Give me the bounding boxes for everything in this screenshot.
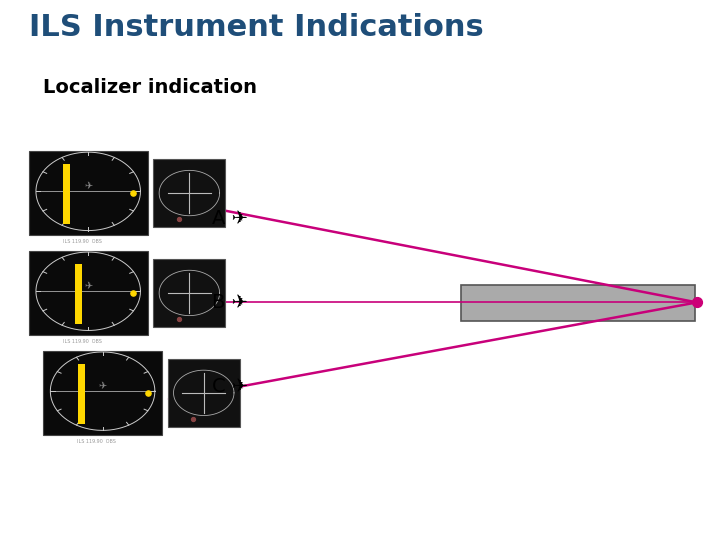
Text: ILS Instrument Indications: ILS Instrument Indications <box>29 14 484 43</box>
Bar <box>29 251 148 335</box>
Text: ILS 119.90  OBS: ILS 119.90 OBS <box>63 239 102 244</box>
Text: ✈: ✈ <box>84 281 92 291</box>
Text: ✈: ✈ <box>99 381 107 391</box>
Text: B ✈: B ✈ <box>212 293 248 312</box>
Point <box>173 314 184 323</box>
Point <box>173 214 184 223</box>
Bar <box>43 351 162 435</box>
Bar <box>29 151 148 235</box>
Bar <box>168 359 240 427</box>
Point <box>691 298 703 307</box>
Text: Localizer indication: Localizer indication <box>43 78 257 97</box>
Text: ILS 119.90  OBS: ILS 119.90 OBS <box>77 439 116 444</box>
Point <box>127 189 139 198</box>
Bar <box>153 159 225 227</box>
Point <box>187 414 199 423</box>
Text: ✈: ✈ <box>84 181 92 191</box>
Point <box>142 389 153 397</box>
Text: C ✈: C ✈ <box>212 376 248 396</box>
Bar <box>153 259 225 327</box>
Bar <box>78 363 85 424</box>
Text: ILS 119.90  OBS: ILS 119.90 OBS <box>63 339 102 344</box>
Point <box>127 288 139 297</box>
Text: A ✈: A ✈ <box>212 209 248 228</box>
Bar <box>75 264 82 324</box>
Bar <box>461 285 695 321</box>
Bar <box>63 164 71 224</box>
